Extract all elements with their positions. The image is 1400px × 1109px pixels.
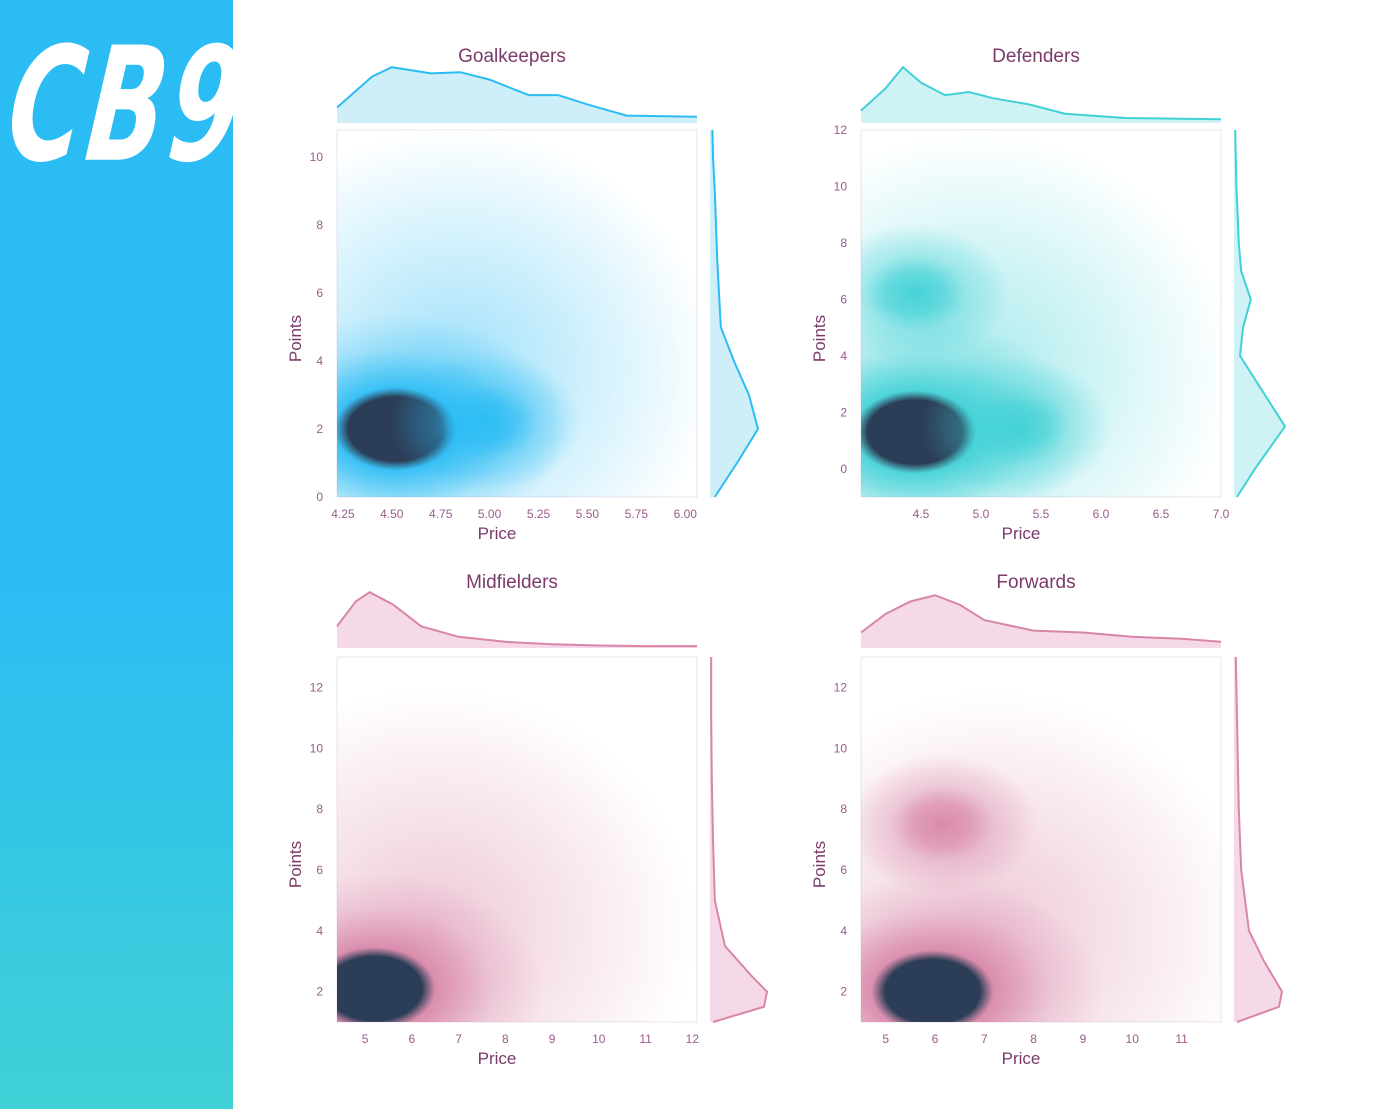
y-tick-label: 2 [840,405,847,419]
jointplot-defenders: 4.5 5.0 5.5 6.0 6.5 7.0 0 2 4 6 8 10 12 Price Points De… [810,46,1287,543]
x-tick-label: 10 [1126,1032,1140,1046]
price-marginal-line [860,65,1222,121]
x-tick-label: 6.0 [1093,507,1110,521]
x-tick-label: 12 [686,1032,700,1046]
y-tick-label: 12 [310,680,324,694]
chart-title: Goalkeepers [458,46,566,67]
points-marginal-line [1234,129,1287,498]
x-axis-label: Price [1002,524,1041,543]
y-tick-label: 12 [834,680,848,694]
jointplot-forwards: 5 6 7 8 9 10 11 2 4 6 8 10 12 Price Points Forwards [810,572,1284,1068]
y-axis-label: Points [810,841,829,888]
y-tick-label: 6 [840,292,847,306]
chart-title: Defenders [992,46,1080,67]
x-tick-label: 7 [455,1032,462,1046]
x-tick-label: 5 [362,1032,369,1046]
price-marginal-line [860,594,1222,643]
x-axis-label: Price [1002,1049,1041,1068]
y-tick-label: 8 [316,802,323,816]
x-tick-label: 9 [549,1032,556,1046]
x-tick-label: 5.0 [973,507,990,521]
density-peak [337,873,545,1022]
density-layer [337,688,695,1022]
y-axis-label: Points [810,315,829,362]
density-peak [390,352,581,493]
x-tick-label: 6.00 [674,507,698,521]
density-peak [861,754,1038,895]
y-tick-label: 4 [840,924,847,938]
density-layer [861,132,1221,497]
density-peak [861,876,1103,1022]
points-marginal-line [1234,656,1284,1023]
y-tick-label: 6 [316,863,323,877]
price-marginal-fill [861,595,1221,648]
x-tick-label: 10 [592,1032,606,1046]
y-tick-label: 0 [840,462,847,476]
x-axis-label: Price [478,524,517,543]
points-marginal-line [711,129,760,498]
points-marginal-fill [1234,130,1285,497]
y-tick-label: 8 [840,236,847,250]
x-tick-label: 7 [981,1032,988,1046]
price-marginal-line [336,66,698,118]
y-tick-label: 8 [316,218,323,232]
jointplot-midfielders: 5 6 7 8 9 10 11 12 2 4 6 8 10 12 Price Points Midfielder… [286,572,769,1068]
y-tick-label: 10 [834,179,848,193]
x-tick-label: 9 [1080,1032,1087,1046]
density-peak [922,356,1112,497]
points-marginal-fill [710,130,758,497]
x-tick-label: 4.75 [429,507,453,521]
x-tick-label: 4.5 [913,507,930,521]
x-tick-label: 8 [1030,1032,1037,1046]
y-tick-label: 6 [840,863,847,877]
y-tick-label: 2 [316,422,323,436]
points-marginal-line [710,657,769,1023]
points-marginal-fill [710,657,767,1022]
x-tick-label: 5 [882,1032,889,1046]
x-tick-label: 6.5 [1153,507,1170,521]
x-tick-label: 6 [408,1032,415,1046]
density-layer [337,130,697,497]
y-tick-label: 8 [840,802,847,816]
chart-title: Forwards [996,572,1075,593]
y-axis-label: Points [286,315,305,362]
x-axis-label: Price [478,1049,517,1068]
y-tick-label: 6 [316,286,323,300]
y-tick-label: 4 [840,349,847,363]
y-tick-label: 0 [316,490,323,504]
y-tick-label: 4 [316,354,323,368]
points-marginal-fill [1234,657,1282,1022]
x-tick-label: 11 [639,1032,652,1046]
chart-title: Midfielders [466,572,558,593]
x-tick-label: 5.25 [527,507,551,521]
x-tick-label: 4.25 [331,507,355,521]
x-tick-label: 6 [932,1032,939,1046]
sidebar-banner: CB91 [0,0,330,1109]
x-tick-label: 5.75 [625,507,649,521]
y-tick-label: 12 [834,123,848,137]
x-tick-label: 5.50 [576,507,600,521]
price-marginal-fill [337,592,697,648]
jointplot-goalkeepers: 4.25 4.50 4.75 5.00 5.25 5.50 5.75 6.00 0 2 4 6 8 10 P… [286,46,760,543]
y-tick-label: 2 [316,985,323,999]
x-tick-label: 7.0 [1213,507,1230,521]
x-tick-label: 5.5 [1033,507,1050,521]
price-marginal-fill [337,67,697,123]
price-marginal-fill [861,67,1221,123]
x-tick-label: 4.50 [380,507,404,521]
y-tick-label: 10 [834,741,848,755]
y-tick-label: 2 [840,985,847,999]
price-marginal-line [336,591,697,648]
density-layer [861,691,1221,1022]
y-tick-label: 10 [310,741,324,755]
density-peak [861,223,1010,364]
x-tick-label: 11 [1175,1032,1188,1046]
y-tick-label: 4 [316,924,323,938]
x-tick-label: 5.00 [478,507,502,521]
x-tick-label: 8 [502,1032,509,1046]
y-tick-label: 10 [310,150,324,164]
y-axis-label: Points [286,841,305,888]
